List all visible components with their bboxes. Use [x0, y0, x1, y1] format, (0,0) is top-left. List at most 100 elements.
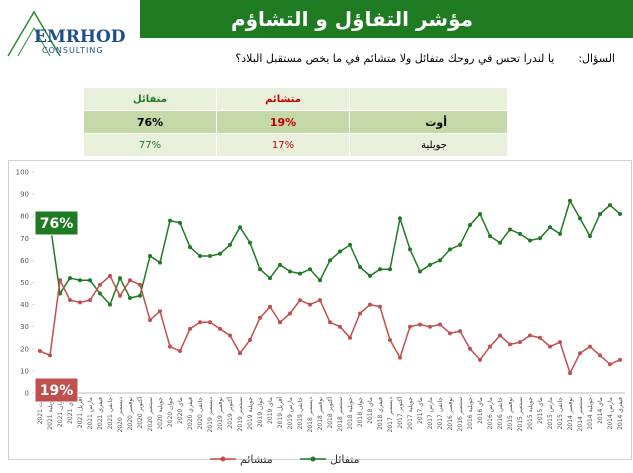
marker — [548, 344, 552, 349]
marker — [218, 251, 222, 256]
marker — [68, 276, 72, 281]
x-tick-label: ماي 2015 — [537, 397, 544, 424]
marker — [118, 293, 122, 298]
legend-label: متشائم — [240, 453, 273, 466]
marker — [198, 253, 202, 258]
question-text: يا لندرا تحس في روحك متفائل ولا متشائم ف… — [235, 52, 555, 65]
marker — [188, 245, 192, 250]
x-tick-label: جانفي 2017 — [437, 397, 444, 430]
line — [39, 198, 621, 307]
x-tick-label: جويلية 2016 — [467, 397, 474, 430]
logo-text: EMRHOD — [34, 27, 126, 47]
marker — [608, 362, 612, 367]
marker — [578, 216, 582, 221]
marker — [518, 340, 522, 345]
marker — [538, 236, 542, 241]
marker — [88, 278, 92, 283]
y-tick-label: 60 — [20, 257, 29, 265]
marker — [498, 333, 502, 338]
marker — [378, 304, 382, 309]
x-tick-label: ديسمبر 2017 — [387, 397, 394, 433]
y-tick-label: 90 — [20, 191, 29, 199]
x-tick-label: جويلية 2018 — [347, 397, 354, 430]
marker — [268, 276, 272, 281]
x-tick-label: مارس 2016 — [487, 397, 494, 429]
x-tick-label: فيفري 2018 — [377, 397, 384, 430]
marker — [98, 291, 102, 296]
marker — [288, 269, 292, 274]
marker — [208, 253, 212, 258]
annotation-box — [34, 210, 79, 236]
marker — [418, 269, 422, 274]
marker — [358, 265, 362, 270]
marker — [558, 231, 562, 236]
cell: 76% — [83, 110, 217, 134]
marker — [158, 309, 162, 314]
x-tick-label: جوان 2018 — [357, 397, 364, 427]
x-tick-label: جويلية 2015 — [527, 397, 534, 430]
marker — [168, 344, 172, 349]
marker — [618, 211, 622, 216]
annotation: 19% — [40, 383, 74, 399]
x-tick-label: جويلية 2019 — [247, 397, 254, 430]
x-tick-label: ماي 2017 — [417, 397, 424, 424]
title: مؤشر التفاؤل و التشاؤم — [230, 7, 473, 31]
marker — [448, 247, 452, 252]
marker — [218, 326, 222, 331]
marker — [408, 324, 412, 329]
marker — [568, 198, 572, 203]
x-tick-label: جانفي 2015 — [557, 397, 564, 430]
x-tick-label: مارس 2015 — [547, 397, 554, 429]
x-tick-label: جانفي 2021 — [107, 397, 114, 430]
marker — [338, 324, 342, 329]
marker — [518, 231, 522, 236]
marker — [608, 203, 612, 208]
x-tick-label: جوان 2021 — [57, 397, 64, 427]
marker — [78, 278, 82, 283]
x-tick-label: سبتمبر 2019 — [237, 397, 244, 431]
marker — [278, 262, 282, 267]
marker — [98, 282, 102, 287]
cell: 19% — [216, 110, 350, 134]
th: متفائل — [83, 87, 217, 111]
marker — [128, 278, 132, 283]
marker — [568, 371, 572, 376]
marker — [338, 249, 342, 254]
x-tick-label: نوفمبر 2018 — [317, 397, 324, 431]
marker — [538, 335, 542, 340]
header-bar: مؤشر التفاؤل و التشاؤم — [140, 0, 633, 38]
marker — [258, 315, 262, 320]
marker — [318, 298, 322, 303]
x-tick-label: جوان 2020 — [167, 397, 174, 427]
marker — [348, 335, 352, 340]
marker — [588, 234, 592, 239]
marker — [128, 295, 132, 300]
marker — [528, 333, 532, 338]
x-tick-label: مارس 2021 — [87, 397, 94, 429]
x-tick-label: أكتوبر 2019 — [226, 397, 234, 429]
question: السؤال: يا لندرا تحس في روحك متفائل ولا م… — [235, 52, 615, 65]
marker — [248, 240, 252, 245]
x-tick-label: سبتمبر 2020 — [147, 397, 154, 431]
x-tick-label: جانفي 2019 — [297, 397, 304, 430]
marker — [618, 357, 622, 362]
x-tick-label: أكتوبر 2018 — [326, 397, 334, 429]
marker — [168, 218, 172, 223]
x-tick-label: جويلية 2017 — [407, 397, 414, 430]
x-tick-label: أكتوبر 2017 — [396, 397, 404, 429]
x-tick-label: ماي 2018 — [367, 397, 374, 424]
logo-sub: CONSULTING — [42, 46, 104, 55]
marker — [378, 267, 382, 272]
marker — [298, 298, 302, 303]
marker — [248, 337, 252, 342]
marker — [178, 349, 182, 354]
marker — [468, 346, 472, 351]
marker — [228, 333, 232, 338]
marker — [588, 344, 592, 349]
x-tick-label: أفريل 2019 — [276, 397, 284, 429]
x-tick-label: نوفمبر 2019 — [217, 397, 224, 431]
y-tick-label: 20 — [20, 345, 29, 353]
marker — [78, 300, 82, 305]
x-tick-label: سبتمبر 2018 — [337, 397, 344, 431]
